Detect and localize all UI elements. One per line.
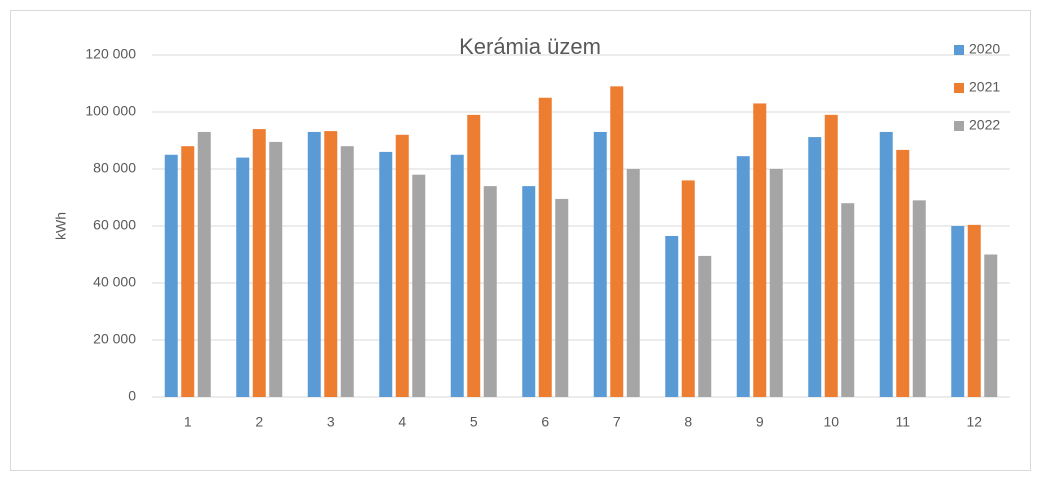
- x-tick-label: 11: [895, 414, 910, 430]
- legend-swatch: [954, 45, 964, 55]
- bar: [824, 114, 838, 397]
- bar: [912, 200, 926, 397]
- bar: [626, 169, 640, 397]
- legend-label: 2020: [969, 41, 1000, 57]
- bar: [681, 180, 695, 397]
- bar: [967, 224, 981, 397]
- x-tick-label: 10: [823, 414, 839, 430]
- bar: [269, 141, 283, 397]
- bar: [395, 134, 409, 398]
- y-tick-label: 20 000: [93, 331, 136, 347]
- x-tick-label: 6: [541, 414, 549, 430]
- bar: [698, 255, 712, 397]
- bar: [412, 174, 426, 397]
- legend-swatch: [954, 121, 964, 131]
- bar: [769, 169, 783, 397]
- y-tick-label: 120 000: [85, 46, 136, 62]
- bar: [753, 103, 767, 397]
- bar: [841, 203, 855, 397]
- bar: [450, 154, 464, 397]
- bar: [808, 137, 822, 397]
- bar: [522, 186, 536, 397]
- bar: [236, 157, 250, 397]
- bar: [736, 156, 750, 397]
- bar: [181, 146, 195, 397]
- bar: [324, 131, 338, 397]
- x-tick-label: 1: [184, 414, 192, 430]
- bar: [665, 235, 679, 397]
- bar: [467, 114, 481, 397]
- y-tick-label: 60 000: [93, 217, 136, 233]
- x-tick-label: 5: [470, 414, 478, 430]
- x-tick-label: 2: [255, 414, 263, 430]
- y-tick-label: 40 000: [93, 274, 136, 290]
- x-tick-label: 12: [966, 414, 982, 430]
- chart-frame: [10, 10, 1031, 471]
- bar: [197, 131, 211, 397]
- x-tick-label: 7: [613, 414, 621, 430]
- y-axis-label: kWh: [53, 212, 69, 240]
- bar: [951, 226, 965, 397]
- legend-label: 2022: [969, 117, 1000, 133]
- x-tick-label: 3: [327, 414, 335, 430]
- x-tick-label: 4: [398, 414, 406, 430]
- bar: [340, 146, 354, 397]
- bar: [593, 131, 607, 397]
- bar: [252, 129, 266, 397]
- x-tick-label: 9: [756, 414, 764, 430]
- x-tick-label: 8: [684, 414, 692, 430]
- y-tick-label: 80 000: [93, 160, 136, 176]
- y-tick-label: 100 000: [85, 103, 136, 119]
- legend-label: 2021: [969, 79, 1000, 95]
- bar: [538, 97, 552, 397]
- bar: [483, 186, 497, 397]
- y-tick-label: 0: [128, 388, 136, 404]
- legend-swatch: [954, 83, 964, 93]
- bar: [164, 154, 178, 397]
- bar: [555, 198, 569, 397]
- bar: [879, 131, 893, 397]
- bar: [379, 151, 393, 397]
- bar: [307, 131, 321, 397]
- bar: [984, 254, 998, 397]
- bar: [896, 149, 910, 397]
- bar: [610, 86, 624, 397]
